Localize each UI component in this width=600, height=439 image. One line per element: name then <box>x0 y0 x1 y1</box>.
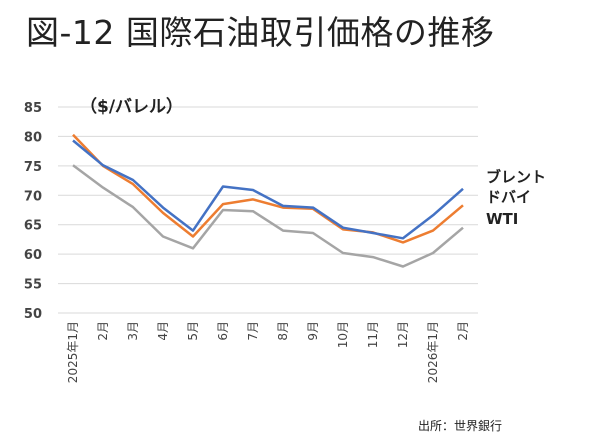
series-line-wti <box>72 164 464 268</box>
x-tick-label: 8月 <box>276 321 290 341</box>
x-tick-label: 6月 <box>216 321 230 341</box>
y-tick-label: 85 <box>24 101 42 116</box>
series-label-brent: ブレント <box>486 168 546 186</box>
unit-label: （$/バレル） <box>80 96 183 117</box>
x-tick-label: 12月 <box>396 321 410 348</box>
x-tick-label: 5月 <box>186 321 200 341</box>
x-tick-label: 10月 <box>336 321 350 348</box>
x-tick-label: 2025年1月 <box>66 321 80 383</box>
series-line-dubai <box>72 133 464 244</box>
series-label-dubai: ドバイ <box>486 188 531 206</box>
x-tick-label: 11月 <box>366 321 380 348</box>
x-tick-label: 2月 <box>96 321 110 341</box>
y-tick-label: 65 <box>24 219 42 234</box>
x-tick-label: 3月 <box>126 321 140 341</box>
y-tick-label: 70 <box>24 189 42 204</box>
y-tick-label: 75 <box>24 160 42 175</box>
series-label-wti: WTI <box>486 210 518 228</box>
x-tick-label: 2月 <box>456 321 470 341</box>
source-note: 出所：世界銀行 <box>418 419 503 433</box>
x-tick-label: 9月 <box>306 321 320 341</box>
y-tick-label: 60 <box>24 248 42 263</box>
page-title: 図-12 国際石油取引価格の推移 <box>26 13 495 52</box>
y-tick-label: 80 <box>24 130 42 145</box>
x-tick-label: 4月 <box>156 321 170 341</box>
series-line-brent <box>72 139 464 240</box>
y-tick-label: 50 <box>24 307 42 322</box>
gridlines <box>58 106 478 314</box>
series-lines <box>72 133 464 268</box>
x-tick-label: 2026年1月 <box>426 321 440 383</box>
y-axis-ticks: 50 55 60 65 70 75 80 85 <box>24 101 42 322</box>
x-tick-label: 7月 <box>246 321 260 341</box>
x-axis-ticks: 2025年1月 2月 3月 4月 5月 6月 7月 8月 9月 10月 11月 12月 2026年1月 2… <box>66 321 470 383</box>
y-tick-label: 55 <box>24 278 42 293</box>
